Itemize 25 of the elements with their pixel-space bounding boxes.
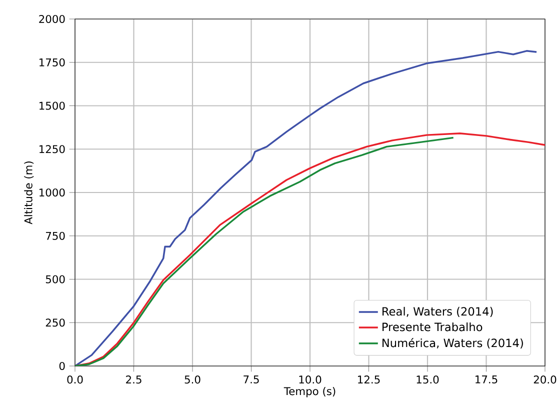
x-tick-label: 10.0 bbox=[299, 376, 322, 384]
x-tick-label: 20.0 bbox=[534, 376, 556, 384]
x-tick-label: 12.5 bbox=[358, 376, 380, 384]
legend-label: Real, Waters (2014) bbox=[382, 306, 493, 317]
y-tick-label: 1000 bbox=[40, 188, 65, 197]
line-series bbox=[75, 50, 538, 366]
y-tick-label: 1750 bbox=[40, 58, 65, 66]
y-tick-label: 1500 bbox=[40, 102, 65, 110]
x-tick-label: 2.5 bbox=[126, 376, 142, 384]
y-tick-label: 2000 bbox=[39, 14, 65, 24]
x-tick-label: 17.5 bbox=[476, 376, 498, 384]
y-tick-label: 0 bbox=[59, 362, 65, 370]
legend-label: Numérica, Waters (2014) bbox=[382, 338, 523, 349]
y-tick-label: 250 bbox=[46, 318, 65, 327]
y-tick-label: 750 bbox=[46, 232, 65, 240]
legend-label: Presente Trabalho bbox=[382, 322, 482, 332]
y-axis-title: Altitude (m) bbox=[24, 162, 34, 224]
x-tick-label: 15.0 bbox=[416, 376, 439, 384]
x-tick-label: 7.5 bbox=[244, 376, 259, 384]
x-axis-title: Tempo (s) bbox=[284, 386, 336, 398]
line-series bbox=[75, 132, 546, 366]
y-tick-label: 500 bbox=[46, 275, 65, 284]
x-tick-label: 5.0 bbox=[184, 376, 200, 384]
y-tick-label: 1250 bbox=[40, 145, 65, 154]
x-tick-label: 0.0 bbox=[67, 376, 83, 384]
